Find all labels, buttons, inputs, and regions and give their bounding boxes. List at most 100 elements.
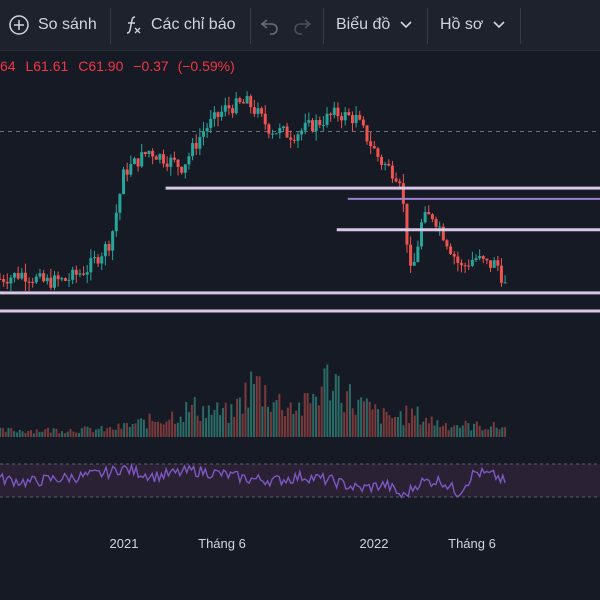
candle-body bbox=[31, 281, 35, 283]
volume-bar bbox=[111, 429, 114, 437]
volume-bar bbox=[114, 429, 117, 437]
volume-bar bbox=[450, 427, 453, 437]
candle-body bbox=[180, 166, 184, 173]
candle-body bbox=[405, 203, 409, 245]
volume-bar bbox=[484, 429, 487, 437]
candle-body bbox=[140, 152, 144, 167]
volume-bar bbox=[221, 407, 224, 437]
candle-body bbox=[485, 258, 489, 261]
rsi-line bbox=[0, 462, 506, 499]
volume-bar bbox=[134, 423, 137, 437]
low-label: L bbox=[25, 58, 34, 74]
volume-bar bbox=[75, 432, 78, 437]
toolbar-divider bbox=[323, 8, 324, 44]
price-chart[interactable]: 2021 Tháng 6 2022 Tháng 6 bbox=[0, 52, 600, 600]
candle-body bbox=[100, 256, 104, 264]
volume-bar bbox=[362, 401, 365, 437]
volume-bar bbox=[255, 376, 258, 437]
volume-bar bbox=[190, 404, 193, 437]
volume-bar bbox=[38, 431, 41, 437]
candle-body bbox=[216, 112, 220, 117]
volume-bar bbox=[337, 375, 340, 437]
volume-bar bbox=[236, 398, 239, 437]
compare-button[interactable]: So sánh bbox=[8, 0, 97, 50]
volume-bar bbox=[478, 425, 481, 437]
volume-bar bbox=[447, 430, 450, 437]
volume-bar bbox=[275, 400, 278, 437]
volume-bar bbox=[433, 425, 436, 437]
volume-bar bbox=[154, 421, 157, 437]
candle-body bbox=[321, 124, 325, 126]
volume-bar bbox=[430, 416, 433, 437]
volume-bar bbox=[18, 429, 21, 437]
candle-body bbox=[278, 128, 282, 134]
volume-bar bbox=[379, 423, 382, 437]
top-toolbar: So sánh Các chỉ báo Biểu đồ Hồ sơ bbox=[0, 0, 600, 51]
volume-bar bbox=[396, 417, 399, 437]
indicators-button[interactable]: Các chỉ báo bbox=[122, 0, 236, 50]
candle-body bbox=[252, 107, 256, 114]
volume-bar bbox=[117, 423, 120, 437]
candle-body bbox=[398, 181, 402, 184]
volume-bar bbox=[281, 409, 284, 437]
volume-bar bbox=[501, 427, 504, 437]
candle-body bbox=[481, 256, 485, 259]
volume-bar bbox=[15, 432, 18, 437]
volume-bar bbox=[106, 428, 109, 437]
volume-bar bbox=[123, 423, 126, 437]
candle-body bbox=[412, 261, 416, 266]
candle-body bbox=[103, 244, 107, 257]
candle-body bbox=[172, 157, 176, 160]
volume-bar bbox=[213, 409, 216, 437]
volume-bar bbox=[61, 431, 64, 437]
volume-bar bbox=[78, 432, 81, 437]
undo-button[interactable] bbox=[258, 0, 282, 50]
low-value: 61.61 bbox=[33, 58, 69, 74]
volume-bar bbox=[157, 421, 160, 437]
candle-body bbox=[281, 126, 285, 129]
volume-bar bbox=[289, 402, 292, 437]
candle-body bbox=[183, 164, 187, 173]
toolbar-divider bbox=[110, 8, 111, 44]
volume-bar bbox=[292, 413, 295, 437]
candle-body bbox=[154, 156, 158, 160]
candle-body bbox=[347, 112, 351, 116]
chevron-down-icon bbox=[493, 21, 505, 29]
chart-type-dropdown[interactable]: Biểu đồ bbox=[336, 0, 412, 50]
volume-bar bbox=[394, 416, 397, 437]
profile-dropdown[interactable]: Hồ sơ bbox=[440, 0, 505, 50]
volume-bar bbox=[193, 397, 196, 437]
redo-button[interactable] bbox=[290, 0, 314, 50]
volume-bar bbox=[419, 424, 422, 437]
volume-bar bbox=[162, 424, 165, 437]
chart-type-label: Biểu đồ bbox=[336, 16, 391, 33]
volume-bar bbox=[303, 393, 306, 437]
candle-body bbox=[249, 96, 253, 108]
candle-body bbox=[303, 122, 307, 131]
candle-body bbox=[38, 273, 42, 277]
volume-bar bbox=[94, 429, 97, 437]
candle-body bbox=[314, 119, 318, 132]
time-axis-label: Tháng 6 bbox=[198, 536, 246, 551]
horizontal-levels[interactable] bbox=[0, 186, 600, 313]
volume-bar bbox=[63, 433, 66, 437]
volume-bar bbox=[58, 433, 61, 437]
volume-bar bbox=[196, 415, 199, 437]
candle-body bbox=[274, 133, 278, 135]
volume-bar bbox=[120, 428, 123, 437]
candle-body bbox=[191, 143, 195, 157]
volume-bar bbox=[52, 428, 55, 437]
volume-bar bbox=[148, 413, 151, 437]
candle-body bbox=[89, 258, 93, 273]
volume-bar bbox=[202, 406, 205, 437]
candle-body bbox=[60, 278, 64, 280]
candle-body bbox=[20, 272, 24, 279]
volume-bar bbox=[317, 405, 320, 437]
volume-bar bbox=[41, 431, 44, 437]
undo-icon bbox=[258, 14, 282, 36]
candle-body bbox=[231, 108, 235, 114]
toolbar-divider bbox=[427, 8, 428, 44]
candle-body bbox=[340, 116, 344, 121]
candle-body bbox=[220, 111, 224, 117]
candle-body bbox=[350, 115, 354, 124]
